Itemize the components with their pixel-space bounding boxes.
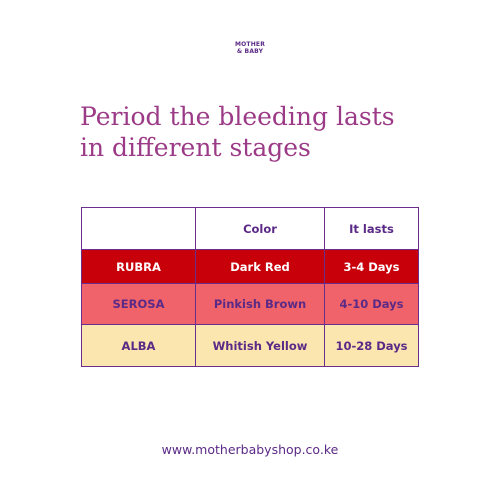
brand-logo: MOTHER & BABY (0, 41, 500, 55)
stage-cell: SEROSA (81, 283, 196, 325)
duration-cell: 3-4 Days (324, 249, 419, 284)
header-cell-duration: It lasts (324, 207, 419, 250)
page-title: Period the bleeding lasts in different s… (80, 101, 480, 163)
brand-logo-line1: MOTHER (234, 41, 266, 48)
duration-cell: 10-28 Days (324, 324, 419, 367)
page-title-line1: Period the bleeding lasts (80, 102, 395, 131)
color-cell: Whitish Yellow (195, 324, 325, 367)
stage-cell: RUBRA (81, 249, 196, 284)
website-url[interactable]: www.motherbabyshop.co.ke (161, 442, 339, 457)
stage-cell: ALBA (81, 324, 196, 367)
header-cell-color: Color (195, 207, 325, 250)
table-row-alba: ALBA Whitish Yellow 10-28 Days (81, 324, 419, 367)
brand-logo-line2: & BABY (236, 47, 264, 55)
table-header-row: Color It lasts (81, 207, 419, 250)
page-title-line2: in different stages (80, 133, 311, 162)
table-row-rubra: RUBRA Dark Red 3-4 Days (81, 249, 419, 284)
duration-cell: 4-10 Days (324, 283, 419, 325)
table-row-serosa: SEROSA Pinkish Brown 4-10 Days (81, 283, 419, 325)
color-cell: Dark Red (195, 249, 325, 284)
stages-table: Color It lasts RUBRA Dark Red 3-4 Days S… (81, 207, 419, 367)
color-cell: Pinkish Brown (195, 283, 325, 325)
header-cell-stage (81, 207, 196, 250)
